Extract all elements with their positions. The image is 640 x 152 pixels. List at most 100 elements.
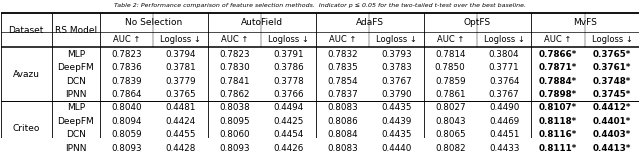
Text: 0.8082: 0.8082 [435, 144, 465, 152]
Text: 0.3786: 0.3786 [273, 63, 304, 72]
Text: 0.8095: 0.8095 [219, 117, 250, 126]
Text: 0.3745*: 0.3745* [593, 90, 631, 99]
Text: 0.8094: 0.8094 [111, 117, 142, 126]
Text: IPNN: IPNN [65, 90, 86, 99]
Text: 0.8083: 0.8083 [327, 144, 358, 152]
Text: 0.7841: 0.7841 [220, 77, 250, 86]
Text: 0.3767: 0.3767 [489, 90, 520, 99]
Text: Table 2: Performance comparison of feature selection methods.  Indicator p ≤ 0.0: Table 2: Performance comparison of featu… [114, 3, 526, 8]
Text: 0.8038: 0.8038 [219, 104, 250, 112]
Text: 0.3766: 0.3766 [273, 90, 303, 99]
Text: 0.7839: 0.7839 [111, 77, 142, 86]
Text: 0.3764: 0.3764 [489, 77, 520, 86]
Text: 0.7862: 0.7862 [220, 90, 250, 99]
Text: 0.8084: 0.8084 [327, 130, 358, 139]
Text: 0.8111*: 0.8111* [539, 144, 577, 152]
Text: Criteo: Criteo [13, 124, 40, 133]
Text: 0.8093: 0.8093 [111, 144, 142, 152]
Text: 0.3791: 0.3791 [273, 50, 303, 59]
Text: RS Model: RS Model [55, 26, 97, 35]
Text: AutoField: AutoField [241, 18, 283, 27]
Text: 0.7832: 0.7832 [327, 50, 358, 59]
Text: 0.3765: 0.3765 [165, 90, 196, 99]
Text: 0.3779: 0.3779 [165, 77, 196, 86]
Text: 0.7864: 0.7864 [111, 90, 142, 99]
Text: 0.4481: 0.4481 [165, 104, 196, 112]
Text: 0.4403*: 0.4403* [593, 130, 631, 139]
Text: 0.7898*: 0.7898* [539, 90, 577, 99]
Text: 0.8027: 0.8027 [435, 104, 465, 112]
Text: 0.3790: 0.3790 [381, 90, 412, 99]
Text: MLP: MLP [67, 104, 85, 112]
Text: DCN: DCN [66, 130, 86, 139]
Text: 0.4413*: 0.4413* [593, 144, 631, 152]
Text: 0.4439: 0.4439 [381, 117, 412, 126]
Text: 0.4494: 0.4494 [273, 104, 303, 112]
Text: 0.7830: 0.7830 [219, 63, 250, 72]
Text: 0.7823: 0.7823 [219, 50, 250, 59]
Text: 0.8060: 0.8060 [219, 130, 250, 139]
Text: Dataset: Dataset [8, 26, 44, 35]
Text: 0.3767: 0.3767 [381, 77, 412, 86]
Text: 0.4435: 0.4435 [381, 130, 412, 139]
Text: 0.3748*: 0.3748* [593, 77, 631, 86]
Text: 0.8083: 0.8083 [327, 104, 358, 112]
Text: 0.7871*: 0.7871* [539, 63, 577, 72]
Text: 0.7835: 0.7835 [327, 63, 358, 72]
Text: Avazu: Avazu [13, 70, 40, 79]
Text: 0.7861: 0.7861 [435, 90, 465, 99]
Text: 0.8065: 0.8065 [435, 130, 465, 139]
Text: Logloss ↓: Logloss ↓ [484, 35, 525, 44]
Text: 0.8040: 0.8040 [111, 104, 142, 112]
Text: 0.7814: 0.7814 [435, 50, 465, 59]
Text: Logloss ↓: Logloss ↓ [591, 35, 632, 44]
Text: 0.3793: 0.3793 [381, 50, 412, 59]
Text: 0.4469: 0.4469 [489, 117, 519, 126]
Text: 0.7823: 0.7823 [111, 50, 142, 59]
Text: 0.8093: 0.8093 [219, 144, 250, 152]
Text: 0.3783: 0.3783 [381, 63, 412, 72]
Text: AUC ↑: AUC ↑ [113, 35, 140, 44]
Text: 0.4451: 0.4451 [489, 130, 519, 139]
Text: 0.4433: 0.4433 [489, 144, 520, 152]
Text: 0.8086: 0.8086 [327, 117, 358, 126]
Text: 0.7850: 0.7850 [435, 63, 465, 72]
Text: 0.4435: 0.4435 [381, 104, 412, 112]
Text: 0.3794: 0.3794 [165, 50, 196, 59]
Text: AUC ↑: AUC ↑ [329, 35, 356, 44]
Text: 0.8107*: 0.8107* [539, 104, 577, 112]
Text: 0.7884*: 0.7884* [539, 77, 577, 86]
Text: 0.8059: 0.8059 [111, 130, 142, 139]
Text: 0.7837: 0.7837 [327, 90, 358, 99]
Text: Logloss ↓: Logloss ↓ [160, 35, 201, 44]
Text: 0.4454: 0.4454 [273, 130, 303, 139]
Text: 0.4455: 0.4455 [165, 130, 196, 139]
Text: 0.8118*: 0.8118* [539, 117, 577, 126]
Text: No Selection: No Selection [125, 18, 182, 27]
Text: 0.7859: 0.7859 [435, 77, 465, 86]
Text: 0.4412*: 0.4412* [593, 104, 631, 112]
Text: 0.3804: 0.3804 [489, 50, 520, 59]
Text: 0.4426: 0.4426 [273, 144, 303, 152]
Text: Logloss ↓: Logloss ↓ [268, 35, 309, 44]
Text: Logloss ↓: Logloss ↓ [376, 35, 417, 44]
Text: 0.3781: 0.3781 [165, 63, 196, 72]
Text: 0.8116*: 0.8116* [539, 130, 577, 139]
Text: 0.7854: 0.7854 [327, 77, 358, 86]
Text: 0.4490: 0.4490 [489, 104, 519, 112]
Text: MvFS: MvFS [573, 18, 597, 27]
Text: 0.7836: 0.7836 [111, 63, 142, 72]
Text: 0.3765*: 0.3765* [593, 50, 631, 59]
Text: AdaFS: AdaFS [356, 18, 383, 27]
Text: DCN: DCN [66, 77, 86, 86]
Text: 0.8043: 0.8043 [435, 117, 465, 126]
Text: 0.4425: 0.4425 [273, 117, 303, 126]
Text: 0.3761*: 0.3761* [593, 63, 631, 72]
Text: MLP: MLP [67, 50, 85, 59]
Text: IPNN: IPNN [65, 144, 86, 152]
Text: DeepFM: DeepFM [58, 63, 94, 72]
Text: 0.3771: 0.3771 [489, 63, 520, 72]
Text: 0.4440: 0.4440 [381, 144, 412, 152]
Text: AUC ↑: AUC ↑ [436, 35, 464, 44]
Text: DeepFM: DeepFM [58, 117, 94, 126]
